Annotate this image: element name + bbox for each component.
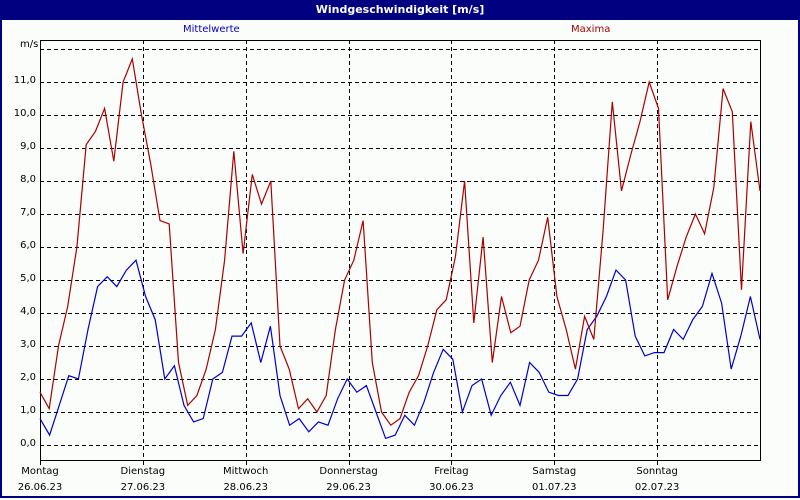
legend-mean: Mittelwerte <box>183 24 240 35</box>
x-label-day: Freitag <box>434 466 469 477</box>
x-label-day: Sonntag <box>636 466 678 477</box>
x-label-day: Mittwoch <box>223 466 269 477</box>
y-tick-label: 1,0 <box>20 405 36 416</box>
y-tick-label: 3,0 <box>20 339 36 350</box>
y-tick-label: 4,0 <box>20 306 36 317</box>
y-tick-label: 7,0 <box>20 207 36 218</box>
y-tick-label: 2,0 <box>20 372 36 383</box>
x-label-date: 26.06.23 <box>17 482 63 493</box>
x-label-date: 02.07.23 <box>634 482 680 493</box>
x-label-day: Samstag <box>532 466 577 477</box>
legend-max: Maxima <box>571 24 611 35</box>
y-tick-label: 6,0 <box>20 240 36 251</box>
y-tick-label: 5,0 <box>20 273 36 284</box>
series-maxima-line <box>39 56 761 427</box>
y-tick-label: 8,0 <box>20 174 36 185</box>
chart-title: Windgeschwindigkeit [m/s] <box>0 0 800 20</box>
x-label-date: 29.06.23 <box>326 482 371 493</box>
y-tick-label: 9,0 <box>20 141 36 152</box>
x-label-date: 27.06.23 <box>120 482 166 493</box>
y-tick-label: 11,0 <box>13 75 36 86</box>
y-axis-unit: m/s <box>20 39 39 50</box>
series-mittelwerte-line <box>39 259 761 440</box>
x-label-day: Donnerstag <box>319 466 378 477</box>
y-tick-label: 10,0 <box>13 108 36 119</box>
x-label-day: Dienstag <box>120 466 166 477</box>
x-label-date: 30.06.23 <box>429 482 474 493</box>
x-label-day: Montag <box>21 466 59 477</box>
x-label-date: 28.06.23 <box>223 482 268 493</box>
y-tick-label: 0,0 <box>20 438 36 449</box>
x-label-date: 01.07.23 <box>532 482 577 493</box>
plot-border <box>40 40 761 461</box>
